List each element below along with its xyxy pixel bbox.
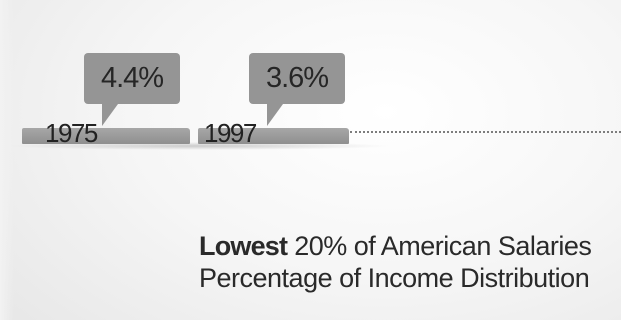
value-callout-1997: 3.6%	[249, 53, 345, 126]
baseline-shadow	[10, 142, 390, 150]
chart-title: Lowest 20% of American Salaries	[199, 230, 592, 262]
chart-title-rest: 20% of American Salaries	[287, 231, 592, 261]
left-edge-shade	[0, 0, 14, 320]
year-label-1975: 1975	[45, 118, 98, 148]
chart-title-bold: Lowest	[199, 231, 288, 261]
value-callout-1975: 4.4%	[84, 53, 180, 126]
bar-1997	[198, 128, 349, 144]
dotted-guide-line	[350, 131, 621, 133]
chart-subtitle: Percentage of Income Distribution	[199, 263, 590, 293]
year-label-1997: 1997	[204, 118, 257, 148]
bar-1975	[22, 128, 190, 144]
